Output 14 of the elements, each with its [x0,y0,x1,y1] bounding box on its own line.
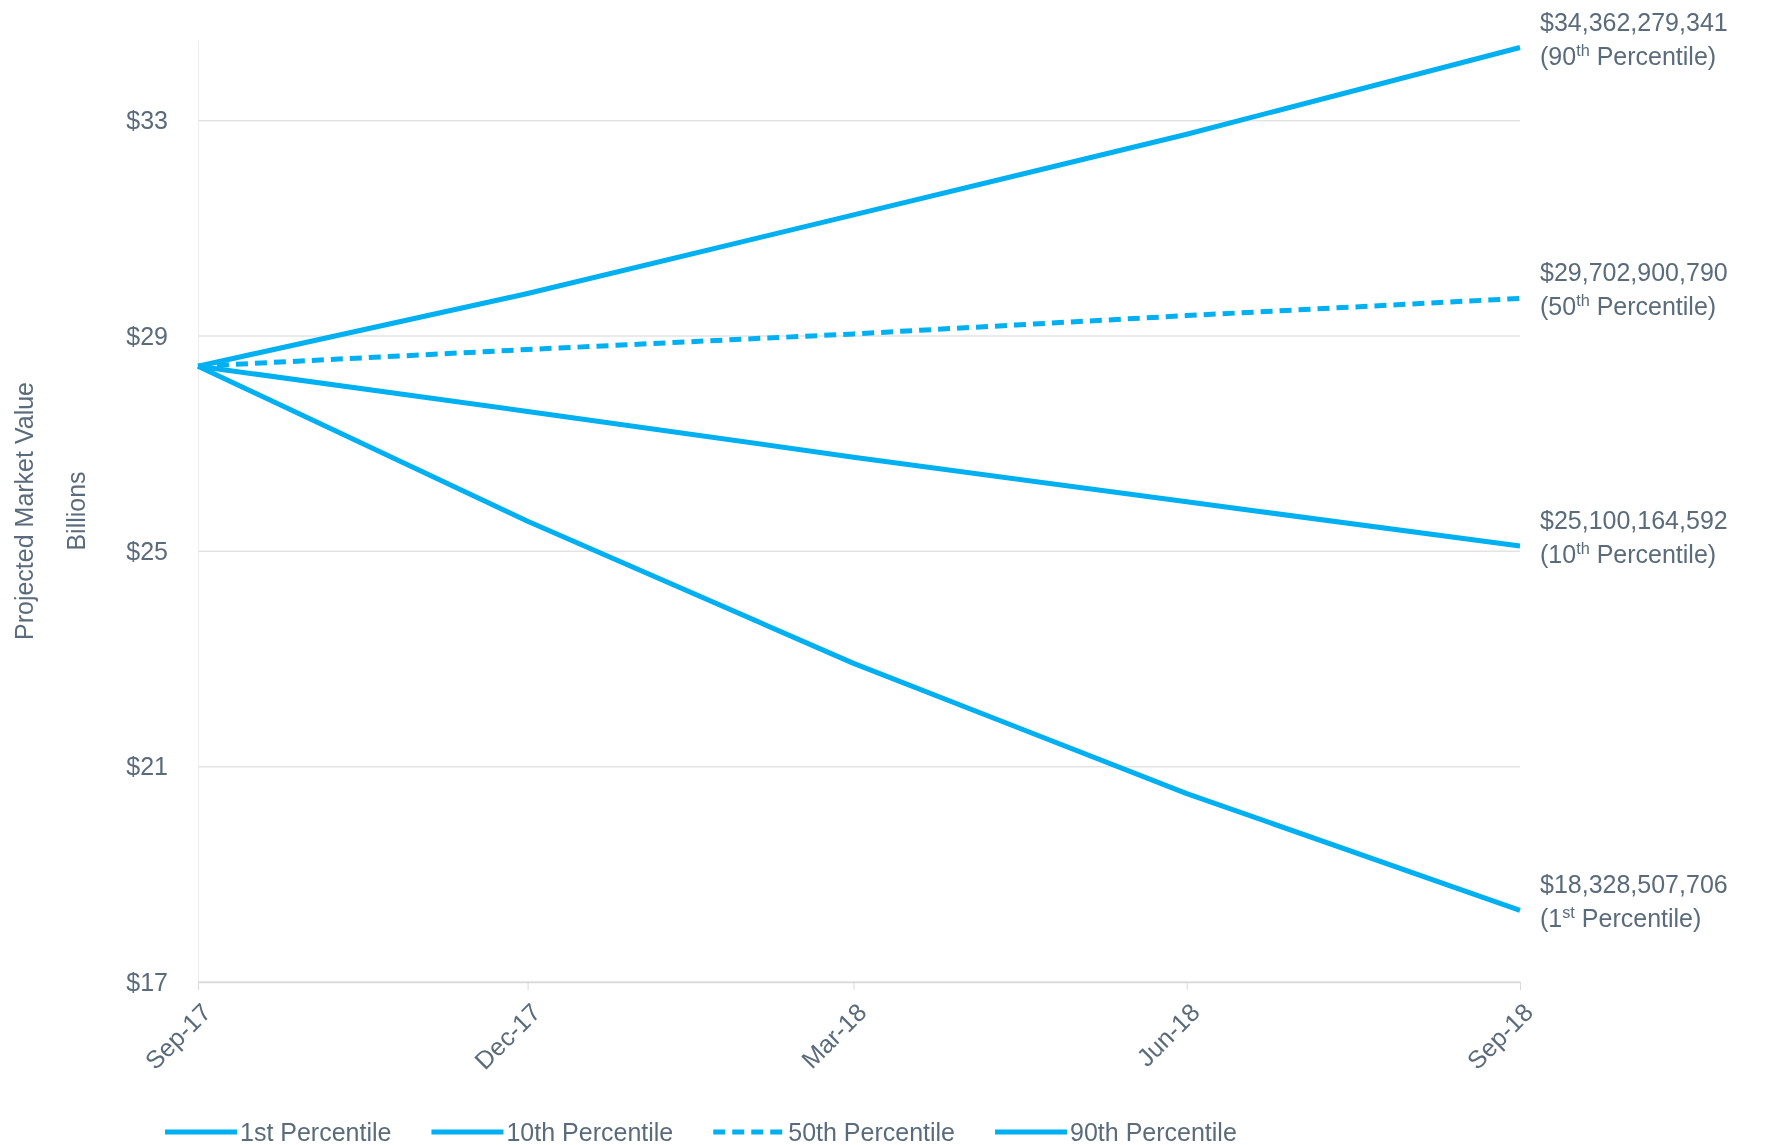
annotation: $29,702,900,790 (50$^{th}$ Percentile) [1540,258,1728,321]
y-tick-label: $29 [126,321,168,350]
annotation: $25,100,164,592 (10$^{th}$ Percentile) [1540,505,1728,568]
legend-label: 90th Percentile [1070,1117,1237,1145]
y-axis-title: Projected Market Value Billions [10,382,90,640]
legend-label: 10th Percentile [506,1117,674,1145]
y-tick-label: $25 [126,536,168,565]
legend-label: 50th Percentile [788,1117,956,1145]
annotation: $18,328,507,706 (1$^{st}$ Percentile) [1540,870,1728,933]
y-tick-label: $17 [126,967,168,996]
annotation: $34,362,279,341 (90$^{th}$ Percentile) [1540,7,1728,70]
y-tick-label: $21 [126,752,168,781]
legend-label: 1st Percentile [240,1117,392,1145]
y-tick-label: $33 [126,106,168,135]
